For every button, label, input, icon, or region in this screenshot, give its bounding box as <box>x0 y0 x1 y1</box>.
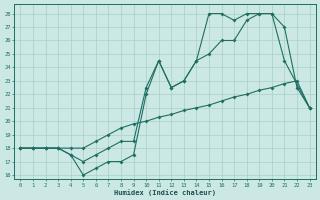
X-axis label: Humidex (Indice chaleur): Humidex (Indice chaleur) <box>114 189 216 196</box>
